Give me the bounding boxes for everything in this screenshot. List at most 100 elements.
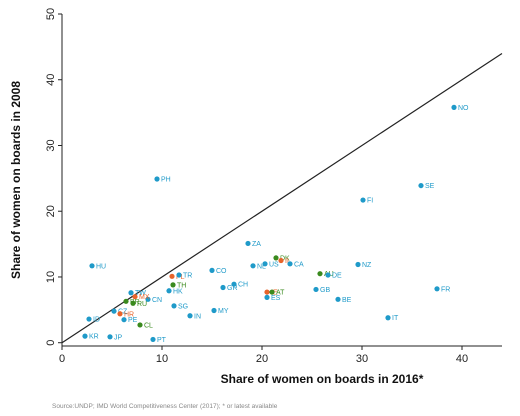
point-label-co: CO [216, 268, 227, 275]
point-label-fr: FR [441, 286, 450, 293]
data-point-nz [355, 261, 361, 268]
reference-line [61, 52, 503, 344]
point-label-mx: MX [139, 294, 150, 301]
data-point-kr [82, 333, 88, 339]
point-label-pt: PT [157, 337, 167, 344]
data-point-dk [273, 255, 279, 261]
point-label-ie: IE [271, 290, 278, 297]
data-point-in [187, 313, 193, 319]
point-label-fi: FI [367, 198, 373, 205]
data-point-pe [121, 317, 127, 323]
chart-axes: 0 10 20 30 40 0 10 20 30 40 50 [45, 8, 502, 365]
data-point-hr [117, 311, 123, 317]
point-label-pe: PE [128, 317, 138, 324]
data-point-gb [313, 286, 319, 293]
point-label-kr: KR [89, 334, 99, 341]
data-point-pt [150, 336, 156, 343]
point-label-tw: TW [135, 290, 146, 297]
x-tick-label: 10 [156, 353, 168, 365]
data-point-nl [250, 263, 256, 269]
data-point-th [170, 282, 176, 288]
y-tick-label: 30 [45, 139, 57, 151]
data-point-tw [128, 290, 134, 296]
point-label-gb: GB [320, 287, 330, 294]
data-point-es [264, 294, 270, 300]
point-label-ru: RU [137, 301, 147, 308]
data-point-ie [264, 289, 270, 295]
point-label-br: BR [130, 299, 140, 306]
source-note: Source:UNDP; IMD World Competitiveness C… [52, 403, 278, 410]
data-point-ca [287, 261, 293, 267]
data-point-mx [132, 294, 138, 300]
y-tick-label: 50 [45, 8, 57, 20]
data-point-hk [166, 288, 172, 294]
data-point-no [451, 104, 457, 110]
point-label-my: MY [218, 308, 229, 315]
point-label-ph: PH [161, 177, 171, 184]
data-point-fr [434, 286, 440, 292]
point-label-gr: GR [227, 285, 238, 292]
point-label-in: IN [194, 313, 201, 320]
point-label-us: US [269, 261, 279, 268]
data-point-jp [107, 334, 113, 340]
data-point-pl [169, 273, 175, 279]
x-tick-label: 40 [456, 353, 468, 365]
data-point-tr [176, 272, 182, 278]
y-tick-label: 40 [45, 74, 57, 86]
data-point-be [335, 296, 341, 302]
data-point-sg [171, 303, 177, 309]
point-label-be: BE [342, 297, 352, 304]
data-point-ph [154, 176, 160, 182]
point-label-hk: HK [173, 288, 183, 295]
point-label-za: ZA [252, 241, 261, 248]
point-label-de: DE [332, 272, 342, 279]
data-point-za [245, 240, 251, 247]
point-label-th: TH [177, 282, 186, 289]
data-point-fi [360, 197, 366, 203]
point-label-ch: CH [238, 282, 248, 289]
data-point-co [209, 267, 215, 273]
point-label-tr: TR [183, 272, 192, 279]
point-label-hu: HU [96, 263, 106, 270]
point-label-dk: DK [280, 255, 290, 262]
point-label-cn: CN [152, 297, 162, 304]
point-label-hr: HR [124, 311, 134, 318]
point-label-cz: CZ [118, 309, 128, 316]
point-label-sg: SG [178, 303, 188, 310]
data-point-se [418, 182, 424, 189]
data-point-at [269, 289, 275, 295]
point-label-no: NO [458, 105, 469, 112]
data-point-br [123, 298, 129, 304]
data-point-id [86, 316, 92, 322]
point-label-nl: NL [257, 263, 266, 270]
data-point-cl [137, 322, 143, 328]
x-tick-label: 30 [356, 353, 368, 365]
x-tick-label: 20 [256, 353, 268, 365]
data-point-us [262, 261, 268, 267]
data-point-hu [89, 263, 95, 269]
data-point-au [317, 271, 323, 277]
data-point-ru [130, 300, 136, 306]
data-point-de [325, 272, 331, 278]
data-point-ch [231, 281, 237, 287]
data-point-cn [145, 296, 151, 302]
data-points-group: NOSEFIPHZADKILCAUSNLNZAUDECOHUPLTRTHGRCH… [82, 104, 469, 344]
point-label-id: ID [93, 317, 100, 324]
y-tick-label: 10 [45, 271, 57, 283]
point-label-nz: NZ [362, 262, 372, 269]
point-label-at: AT [276, 290, 285, 297]
y-axis-title: Share of women on boards in 2008 [9, 81, 23, 279]
point-label-jp: JP [114, 334, 123, 341]
y-tick-label: 0 [45, 340, 57, 346]
data-point-gr [220, 284, 226, 291]
point-label-il: IL [285, 258, 291, 265]
x-tick-label: 0 [59, 353, 65, 365]
point-label-it: IT [392, 315, 399, 322]
reference-line-group [61, 52, 503, 344]
data-point-il [278, 257, 284, 264]
point-label-cl: CL [144, 322, 153, 329]
data-point-cz [111, 308, 117, 314]
point-label-pl: PL [176, 274, 185, 281]
point-label-es: ES [271, 295, 281, 302]
